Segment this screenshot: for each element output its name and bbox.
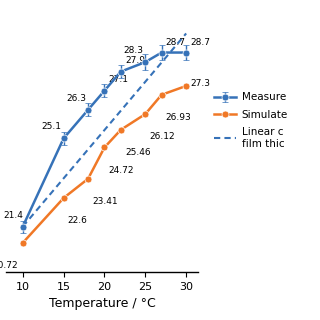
Simulate xyxy=(160,93,164,97)
Text: 27.1: 27.1 xyxy=(108,75,129,84)
Text: 22.6: 22.6 xyxy=(68,216,88,225)
Text: 28.7: 28.7 xyxy=(190,38,210,47)
Text: 26.12: 26.12 xyxy=(149,132,175,141)
Text: 21.4: 21.4 xyxy=(3,211,23,220)
Text: 28.7: 28.7 xyxy=(166,38,186,47)
Text: 26.3: 26.3 xyxy=(66,94,86,103)
Simulate xyxy=(102,146,106,149)
Text: 25.46: 25.46 xyxy=(125,148,151,157)
X-axis label: Temperature / °C: Temperature / °C xyxy=(49,297,156,310)
Simulate xyxy=(21,241,25,245)
Line: Simulate: Simulate xyxy=(19,83,190,246)
Text: 27.9: 27.9 xyxy=(125,56,145,65)
Simulate xyxy=(86,177,90,181)
Text: 24.72: 24.72 xyxy=(108,165,134,174)
Text: 27.3: 27.3 xyxy=(190,79,210,88)
Text: 28.3: 28.3 xyxy=(123,46,143,55)
Legend: Measure, Simulate, Linear c
film thic: Measure, Simulate, Linear c film thic xyxy=(209,88,292,153)
Simulate xyxy=(119,128,123,132)
Text: 25.1: 25.1 xyxy=(41,123,61,132)
Simulate xyxy=(62,196,66,200)
Text: 20.72: 20.72 xyxy=(0,261,18,270)
Simulate xyxy=(143,112,147,116)
Text: 26.93: 26.93 xyxy=(166,113,192,122)
Text: 23.41: 23.41 xyxy=(92,197,118,206)
Simulate xyxy=(184,84,188,88)
